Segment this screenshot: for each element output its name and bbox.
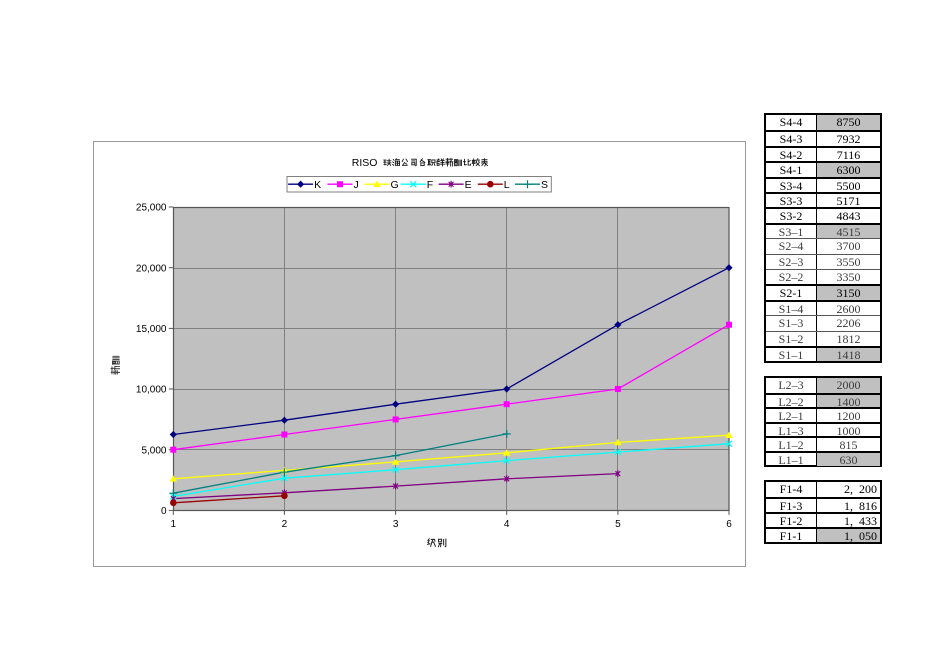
svg-text:4: 4 bbox=[504, 519, 510, 530]
svg-text:S: S bbox=[541, 179, 548, 191]
svg-text:5,000: 5,000 bbox=[141, 445, 166, 456]
svg-text:5: 5 bbox=[615, 519, 621, 530]
svg-text:F: F bbox=[427, 179, 433, 191]
svg-text:E: E bbox=[465, 179, 472, 191]
svg-text:3: 3 bbox=[393, 519, 399, 530]
svg-text:6: 6 bbox=[726, 519, 732, 530]
svg-text:1: 1 bbox=[171, 519, 177, 530]
svg-text:10,000: 10,000 bbox=[136, 385, 167, 396]
svg-text:0: 0 bbox=[161, 506, 167, 517]
svg-text:L: L bbox=[504, 179, 510, 191]
svg-text:25,000: 25,000 bbox=[136, 203, 167, 214]
svg-text:K: K bbox=[314, 179, 321, 191]
svg-text:15,000: 15,000 bbox=[136, 324, 167, 335]
svg-text:RISO: RISO bbox=[352, 157, 378, 169]
svg-text:2: 2 bbox=[282, 519, 288, 530]
svg-text:J: J bbox=[354, 179, 359, 191]
svg-text:G: G bbox=[391, 179, 399, 191]
svg-text:20,000: 20,000 bbox=[136, 263, 167, 274]
